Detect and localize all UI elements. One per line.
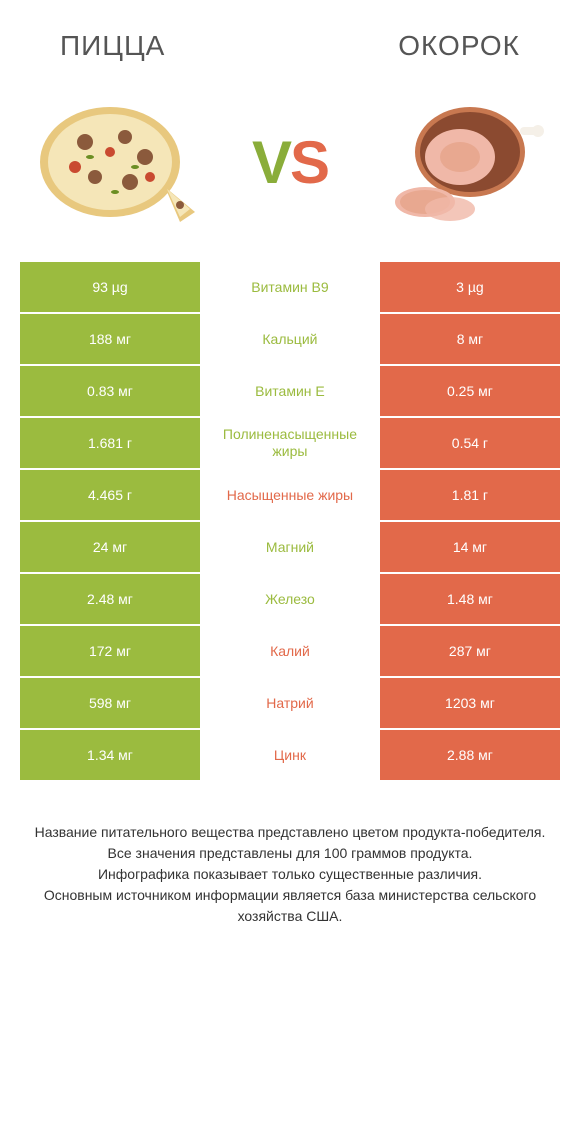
cell-center-label: Магний [200,522,380,572]
table-row: 172 мгКалий287 мг [20,626,560,676]
footer-line: Название питательного вещества представл… [30,822,550,843]
cell-center-label: Кальций [200,314,380,364]
table-row: 1.34 мгЦинк2.88 мг [20,730,560,780]
cell-left-value: 188 мг [20,314,200,364]
vs-label: VS [252,128,328,197]
cell-right-value: 1.48 мг [380,574,560,624]
vs-s-letter: S [290,129,328,196]
table-row: 24 мгМагний14 мг [20,522,560,572]
footer-line: Все значения представлены для 100 граммо… [30,843,550,864]
cell-left-value: 93 µg [20,262,200,312]
cell-center-label: Витамин B9 [200,262,380,312]
cell-center-label: Полиненасыщенные жиры [200,418,380,468]
cell-right-value: 14 мг [380,522,560,572]
table-row: 188 мгКальций8 мг [20,314,560,364]
table-row: 2.48 мгЖелезо1.48 мг [20,574,560,624]
table-row: 93 µgВитамин B93 µg [20,262,560,312]
title-left: ПИЦЦА [60,30,165,62]
images-row: VS [0,82,580,262]
footer-notes: Название питательного вещества представл… [0,782,580,947]
cell-right-value: 2.88 мг [380,730,560,780]
header-row: ПИЦЦА ОКОРОК [0,0,580,82]
cell-left-value: 598 мг [20,678,200,728]
cell-center-label: Насыщенные жиры [200,470,380,520]
vs-v-letter: V [252,129,290,196]
cell-right-value: 0.25 мг [380,366,560,416]
pizza-icon [35,97,205,227]
cell-left-value: 24 мг [20,522,200,572]
table-row: 1.681 гПолиненасыщенные жиры0.54 г [20,418,560,468]
cell-left-value: 0.83 мг [20,366,200,416]
cell-center-label: Витамин E [200,366,380,416]
ham-icon [375,97,545,227]
cell-left-value: 172 мг [20,626,200,676]
cell-left-value: 4.465 г [20,470,200,520]
cell-center-label: Натрий [200,678,380,728]
cell-right-value: 8 мг [380,314,560,364]
cell-center-label: Цинк [200,730,380,780]
table-row: 4.465 гНасыщенные жиры1.81 г [20,470,560,520]
cell-right-value: 1203 мг [380,678,560,728]
table-row: 0.83 мгВитамин E0.25 мг [20,366,560,416]
cell-right-value: 3 µg [380,262,560,312]
cell-left-value: 2.48 мг [20,574,200,624]
cell-center-label: Калий [200,626,380,676]
table-row: 598 мгНатрий1203 мг [20,678,560,728]
pizza-image [30,92,210,232]
footer-line: Основным источником информации является … [30,885,550,927]
cell-left-value: 1.34 мг [20,730,200,780]
comparison-table: 93 µgВитамин B93 µg188 мгКальций8 мг0.83… [0,262,580,780]
cell-center-label: Железо [200,574,380,624]
cell-right-value: 0.54 г [380,418,560,468]
cell-left-value: 1.681 г [20,418,200,468]
title-right: ОКОРОК [398,30,520,62]
footer-line: Инфографика показывает только существенн… [30,864,550,885]
ham-image [370,92,550,232]
cell-right-value: 287 мг [380,626,560,676]
cell-right-value: 1.81 г [380,470,560,520]
